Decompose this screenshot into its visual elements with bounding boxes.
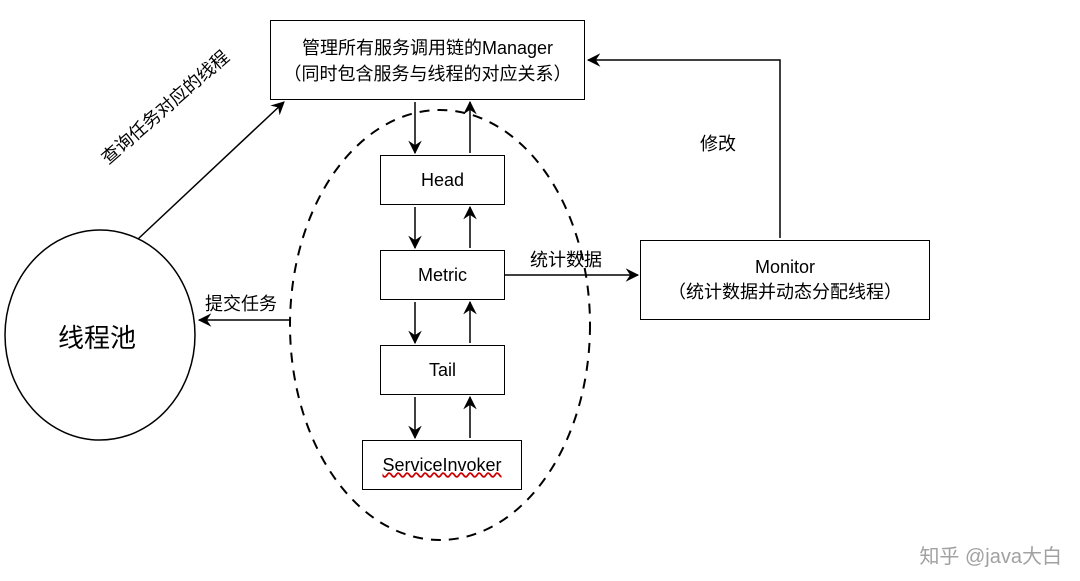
manager-line2: （同时包含服务与线程的对应关系） — [284, 60, 572, 86]
invoker-label: ServiceInvoker — [382, 455, 501, 476]
invoker-node: ServiceInvoker — [362, 440, 522, 490]
label-submit-task: 提交任务 — [205, 290, 277, 316]
manager-node: 管理所有服务调用链的Manager （同时包含服务与线程的对应关系） — [270, 20, 585, 100]
edge-monitor-to-manager — [588, 60, 780, 238]
head-node: Head — [380, 155, 505, 205]
thread-pool-label: 线程池 — [58, 318, 136, 355]
monitor-line1: Monitor — [668, 257, 902, 278]
label-query-thread: 查询任务对应的线程 — [95, 44, 234, 170]
label-modify: 修改 — [700, 130, 736, 156]
metric-label: Metric — [418, 265, 467, 286]
head-label: Head — [421, 170, 464, 191]
manager-line1: 管理所有服务调用链的Manager — [284, 34, 572, 60]
tail-node: Tail — [380, 345, 505, 395]
monitor-node: Monitor （统计数据并动态分配线程） — [640, 240, 930, 320]
monitor-line2: （统计数据并动态分配线程） — [668, 278, 902, 304]
metric-node: Metric — [380, 250, 505, 300]
tail-label: Tail — [429, 360, 456, 381]
watermark-text: 知乎 @java大白 — [919, 540, 1062, 569]
label-stats-data: 统计数据 — [530, 246, 602, 272]
